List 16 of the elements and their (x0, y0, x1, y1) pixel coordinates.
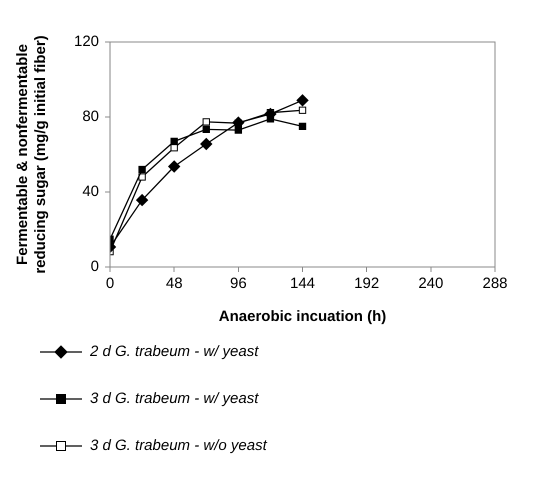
x-tick-label: 192 (354, 275, 380, 292)
y-tick-label: 0 (90, 258, 100, 276)
x-tick-label: 96 (230, 275, 247, 292)
x-tick-label: 240 (418, 275, 444, 292)
x-tick-label: 48 (166, 275, 183, 292)
legend-label: 3 d G. trabeum - w/ yeast (90, 390, 260, 408)
x-axis-title: Anaerobic incuation (h) (218, 308, 386, 326)
x-tick-label: 144 (290, 275, 316, 292)
y-tick-label: 40 (82, 183, 100, 200)
y-axis-title: Fermentable & nonfermentable reducing sugar (mg/g initial fiber) (14, 35, 50, 274)
x-tick-label: 0 (106, 275, 114, 292)
legend-label: 2 d G. trabeum - w/ yeast (89, 343, 260, 360)
legend-label: 3 d G. trabeum - w/o yeast (90, 437, 268, 454)
y-tick-label: 120 (74, 33, 100, 50)
y-tick-label: 80 (82, 108, 100, 126)
x-tick-label: 288 (482, 275, 508, 292)
